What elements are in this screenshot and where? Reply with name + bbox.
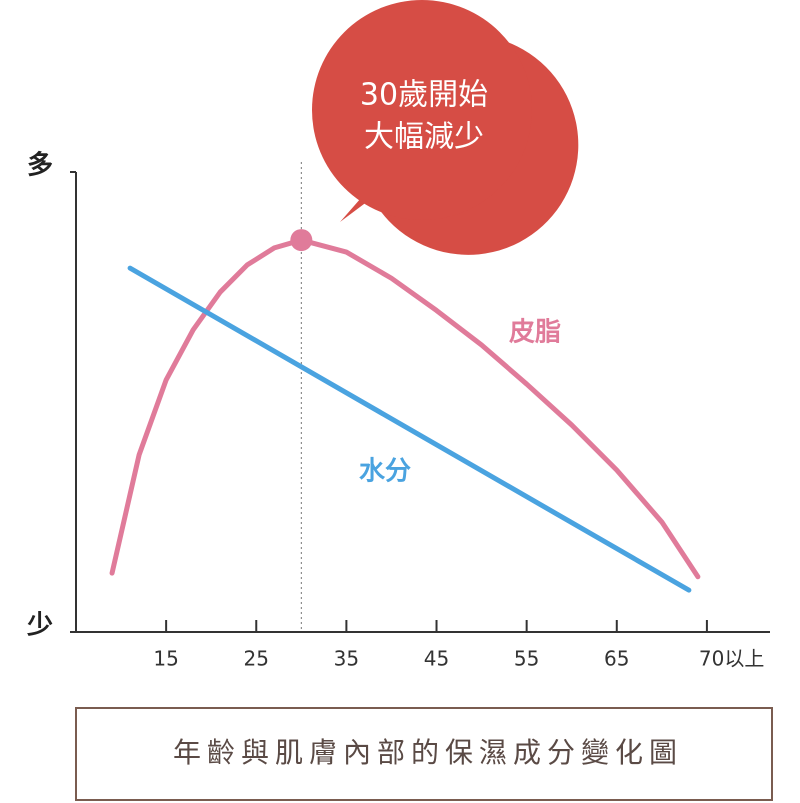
x-tick-label: 55	[514, 647, 539, 671]
x-tick-label: 35	[334, 647, 359, 671]
line	[109, 237, 701, 580]
legend-label: 皮脂	[509, 318, 561, 348]
caption-box	[75, 707, 773, 801]
y-tick-label: 少	[26, 611, 53, 641]
x-tick-label: 45	[424, 647, 449, 671]
x-tick-label: 15	[153, 647, 178, 671]
callout-text: 大幅減少	[364, 120, 484, 155]
callout-bubble	[312, 0, 532, 220]
x-tick-label: 65	[604, 647, 629, 671]
x-tick-label: 70以上	[699, 647, 764, 671]
legend-label: 水分	[359, 457, 411, 487]
callout-text: 30歲開始	[360, 78, 488, 113]
peak-marker	[290, 229, 313, 252]
y-tick-label: 多	[27, 151, 53, 181]
caption: 年齡與肌膚內部的保濕成分變化圖	[173, 736, 683, 769]
line	[127, 265, 692, 593]
x-tick-label: 25	[244, 647, 269, 671]
